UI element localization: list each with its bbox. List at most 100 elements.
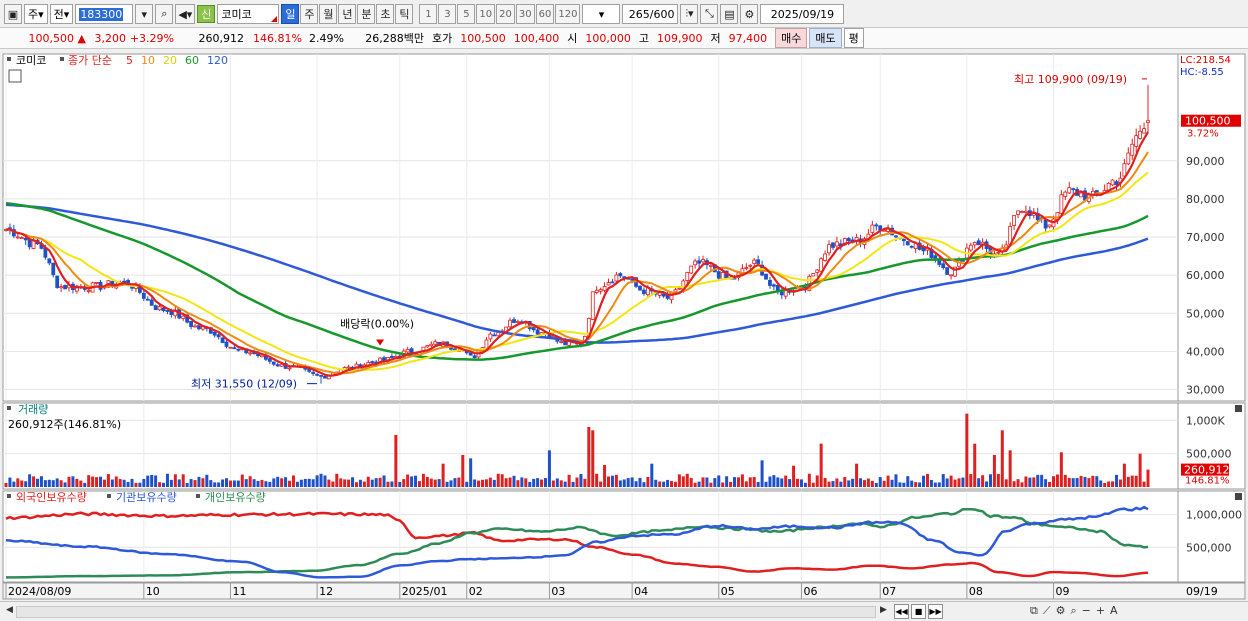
volume-bar [614, 474, 618, 487]
x-axis [2, 582, 1246, 600]
code-dropdown-icon[interactable]: ▾ [135, 4, 154, 24]
settings-icon[interactable]: ⚙ [1055, 604, 1066, 617]
legend-ma-5: 5 [126, 54, 133, 67]
sell-button[interactable]: 매도 [809, 28, 842, 48]
x-tick-label: 03 [551, 585, 565, 598]
interval-30[interactable]: 30 [515, 4, 535, 24]
interval-20[interactable]: 20 [496, 4, 515, 24]
zoom-out-icon[interactable]: − [1081, 604, 1091, 617]
lc-label: LC:218.54 [1180, 55, 1231, 66]
volume-bar [559, 480, 563, 487]
volume-bar [394, 435, 398, 487]
save-icon[interactable]: ▤ [720, 4, 739, 24]
volume-bar [276, 476, 280, 487]
open-price: 100,000 [585, 31, 631, 45]
volume-bar [1063, 474, 1067, 487]
candle [433, 341, 438, 345]
volume-bar [591, 430, 595, 487]
volume-bar [39, 476, 43, 487]
volume-bar [595, 473, 599, 487]
forward-icon[interactable]: ▶▶ [928, 604, 943, 619]
volume-bar [75, 478, 79, 487]
price-panel [2, 53, 1179, 402]
date-input[interactable]: 2025/09/19 [760, 4, 845, 24]
interval-1[interactable]: 1 [419, 4, 438, 24]
period-tab-2[interactable]: 월 [319, 4, 338, 24]
draw-icon[interactable]: ⟋ [1042, 604, 1051, 617]
volume-bar [760, 460, 764, 487]
x-tick-label: 2024/08/09 [8, 585, 71, 598]
volume-bar [677, 474, 681, 487]
volume-bar [500, 474, 504, 487]
candle [323, 376, 327, 379]
period-tab-6[interactable]: 틱 [395, 4, 414, 24]
market-select[interactable]: 주 ▾ [24, 4, 48, 24]
horizontal-scrollbar[interactable] [16, 606, 876, 618]
buy-button[interactable]: 매수 [775, 28, 808, 48]
font-size-icon[interactable]: A [1110, 604, 1118, 617]
candle [1071, 188, 1076, 191]
interval-input[interactable]: ▾ [582, 4, 621, 24]
candle [835, 241, 839, 247]
period-tab-3[interactable]: 년 [338, 4, 357, 24]
volume-bar [1032, 477, 1036, 487]
new-badge: 신 [197, 5, 216, 23]
copy-icon[interactable]: ⧉ [1030, 604, 1038, 617]
volume-bar [815, 475, 819, 487]
candle [370, 361, 375, 363]
volume-bar [689, 477, 693, 487]
table-icon [8, 69, 22, 83]
volume-bar [236, 480, 240, 487]
foreign-legend: 외국인보유수량 [16, 491, 87, 504]
legend-ma-60: 60 [185, 54, 199, 67]
volume-bar [87, 475, 91, 487]
legend-marker [7, 57, 11, 61]
candle [488, 333, 493, 340]
candle [972, 242, 977, 246]
scroll-right-icon[interactable]: ▶ [880, 605, 887, 615]
volume-bar [264, 481, 268, 487]
zoom-icon[interactable]: ⌕ [1070, 604, 1077, 617]
period-tab-4[interactable]: 분 [357, 4, 376, 24]
volume-panel-close-icon [1235, 405, 1242, 412]
interval-5[interactable]: 5 [457, 4, 476, 24]
count-box[interactable]: 265/600 [622, 4, 679, 24]
period-tab-5[interactable]: 초 [376, 4, 395, 24]
volume-bar [366, 476, 370, 487]
volume-bar [717, 475, 721, 487]
volume-bar [1083, 476, 1087, 487]
x-tick-label: 2025/01 [402, 585, 448, 598]
rewind-icon[interactable]: ◀◀ [894, 604, 909, 619]
interval-3[interactable]: 3 [438, 4, 457, 24]
high-annotation: 최고 109,900 (09/19) [1014, 73, 1127, 86]
flat-button[interactable]: 평 [843, 28, 864, 48]
volume-bar [150, 474, 154, 487]
volume-bar [225, 478, 229, 487]
volume-bar [1048, 481, 1052, 487]
prev-select[interactable]: 전 ▾ [49, 4, 74, 24]
volume-bar [323, 475, 327, 487]
code-input[interactable]: 183300 [75, 4, 134, 24]
volume-bar [303, 478, 307, 487]
price-tick-label: 40,000 [1186, 345, 1225, 358]
volume-bar [299, 479, 303, 487]
interval-10[interactable]: 10 [476, 4, 496, 24]
candle-type-icon[interactable]: ⫶▾ [680, 4, 699, 24]
period-tab-1[interactable]: 주 [300, 4, 319, 24]
volume-bar [512, 475, 516, 487]
period-tab-0[interactable]: 일 [281, 4, 300, 24]
speaker-icon[interactable]: ◀▾ [175, 4, 196, 24]
search-icon[interactable]: ⌕ [155, 4, 174, 24]
interval-120[interactable]: 120 [555, 4, 581, 24]
volume-bar [721, 482, 725, 487]
zoom-in-icon[interactable]: + [1095, 604, 1106, 617]
volume-bar [914, 482, 918, 487]
scroll-left-icon[interactable]: ◀ [6, 605, 13, 615]
window-menu-icon[interactable]: ▣ [4, 4, 22, 24]
gear-icon[interactable]: ⚙ [740, 4, 759, 24]
interval-60[interactable]: 60 [535, 4, 555, 24]
crosshair-icon[interactable]: ⤡ [700, 4, 719, 24]
stop-icon[interactable]: ■ [911, 604, 926, 619]
volume-bar [327, 479, 331, 487]
volume-bar [910, 480, 914, 487]
